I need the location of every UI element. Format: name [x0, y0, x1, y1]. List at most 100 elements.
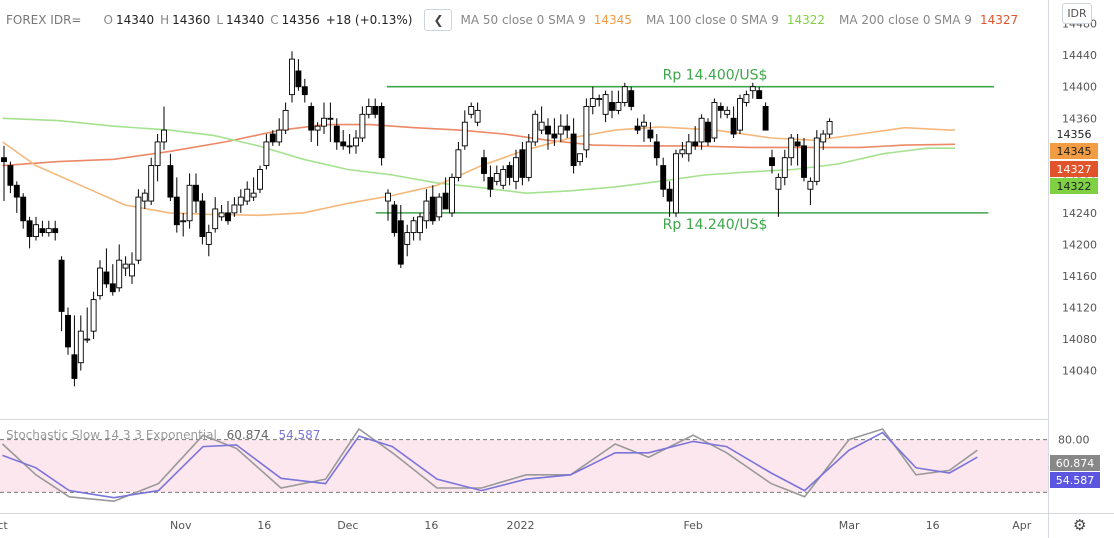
candle	[378, 102, 385, 166]
candle	[321, 102, 327, 135]
y-tick-label: 14400	[1062, 81, 1097, 94]
candle-body	[404, 232, 411, 245]
candle	[493, 165, 500, 186]
ma50-label[interactable]: MA 50 close 0 SMA 9	[460, 13, 586, 27]
candle-body	[372, 105, 379, 115]
candle	[269, 130, 276, 146]
candle-body	[180, 220, 187, 223]
candle	[103, 248, 110, 288]
tag-text: 14345	[1057, 145, 1092, 158]
gear-icon[interactable]: ⚙	[1073, 516, 1087, 534]
y-tick-label: 14160	[1062, 270, 1097, 283]
candle-body	[52, 228, 59, 234]
candle-body	[666, 188, 673, 202]
candle-body	[109, 283, 116, 293]
open-value: 14340	[115, 13, 155, 27]
candle-body	[378, 105, 385, 159]
candle-body	[564, 125, 571, 131]
candle	[129, 252, 135, 284]
candle-body	[461, 121, 468, 147]
candle-body	[826, 120, 833, 135]
candle-body	[653, 141, 660, 159]
candle	[257, 165, 263, 194]
candle	[756, 86, 763, 100]
candle-body	[340, 141, 347, 147]
candle	[372, 98, 379, 119]
candle-body	[602, 94, 609, 115]
candle-body	[583, 105, 590, 151]
high-label: H	[160, 13, 170, 27]
candle	[404, 224, 411, 257]
candle-body	[717, 105, 724, 111]
ma100-label[interactable]: MA 100 close 0 SMA 9	[645, 13, 779, 27]
candle	[487, 165, 494, 198]
stochastic-label[interactable]: Stochastic Slow 14 3 3 Exponential	[6, 428, 217, 442]
ma200-value: 14327	[979, 13, 1019, 27]
candle	[58, 256, 65, 332]
candle-body	[538, 121, 545, 131]
candle	[673, 149, 679, 217]
candle-body	[807, 180, 814, 190]
candle-body	[685, 141, 692, 155]
candle	[365, 98, 372, 119]
candle	[519, 141, 526, 186]
candle	[327, 102, 334, 142]
candle-body	[26, 220, 33, 237]
candle-body	[481, 157, 487, 174]
candle-body	[225, 212, 231, 222]
candle-body	[532, 113, 539, 143]
candle	[634, 118, 641, 135]
candle	[461, 110, 468, 150]
price-tag-ma100: 14322	[1050, 178, 1098, 194]
candle-body	[410, 220, 417, 234]
x-tick-label: 16	[926, 519, 940, 532]
ohlc-legend: FOREX IDR= O 14340 H 14360 L 14340 C 143…	[6, 9, 1018, 31]
candle	[289, 51, 295, 103]
candle	[794, 134, 801, 166]
candle-body	[39, 228, 46, 234]
ma100-value: 14322	[786, 13, 826, 27]
stochastic-tags: 80.00 60.874 54.587	[1050, 434, 1100, 488]
candle-body	[429, 196, 436, 222]
ma200-label[interactable]: MA 200 close 0 SMA 9	[839, 13, 972, 27]
candle-body	[161, 129, 167, 143]
candle	[301, 78, 308, 103]
candle	[20, 193, 27, 229]
candle-body	[647, 129, 654, 139]
candle	[97, 260, 103, 300]
chevron-left-icon[interactable]: ❮	[424, 9, 453, 31]
candle	[417, 212, 423, 241]
candle	[135, 189, 142, 265]
candle	[340, 130, 347, 150]
price-tag-ma50: 14345	[1050, 143, 1098, 159]
candle-body	[129, 263, 135, 277]
symbol-label[interactable]: FOREX IDR=	[6, 13, 82, 27]
candle	[276, 118, 283, 146]
candle-body	[97, 267, 103, 297]
open-label: O	[103, 13, 113, 27]
candle-body	[423, 200, 430, 222]
candle-body	[724, 109, 731, 115]
candle-body	[519, 149, 526, 178]
candle-body	[455, 149, 462, 178]
candle	[769, 149, 775, 174]
candle	[295, 59, 302, 91]
symbol-box[interactable]: IDR	[1062, 3, 1092, 24]
candle-body	[634, 125, 641, 131]
stochastic-d-tag: 54.587	[1050, 472, 1100, 488]
candle	[90, 291, 97, 340]
candle-body	[346, 145, 353, 148]
candle-body	[794, 141, 801, 147]
y-tick-label: 14240	[1062, 207, 1097, 220]
candle	[167, 153, 174, 202]
candle	[250, 177, 257, 202]
candle-body	[711, 102, 718, 139]
candle-body	[301, 86, 308, 96]
candle-body	[621, 86, 628, 103]
time-axis[interactable]: ct Nov 16 Dec 16 2022 Feb Mar 16 Apr	[0, 519, 1032, 532]
candle-body	[148, 165, 155, 202]
candle	[807, 177, 814, 205]
candle	[65, 307, 71, 355]
candle-body	[77, 330, 84, 364]
